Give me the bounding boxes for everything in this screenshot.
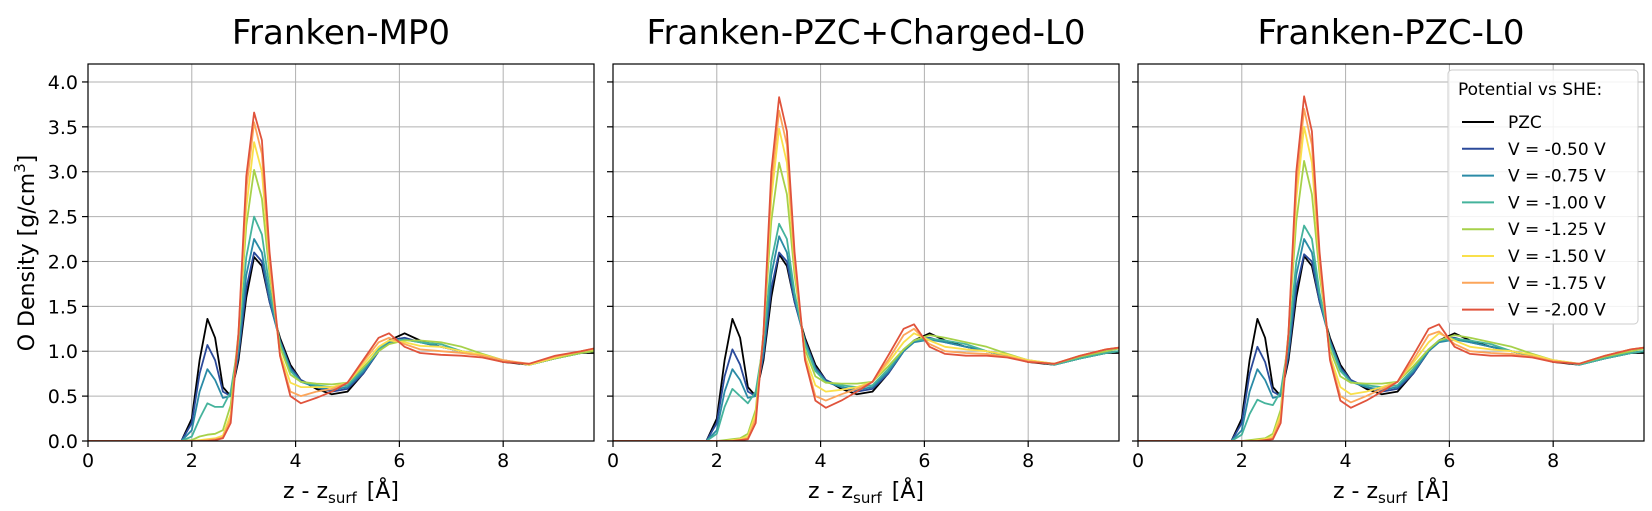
legend-box — [1447, 69, 1639, 325]
y-tick-label: 4.0 — [48, 72, 78, 94]
x-tick-label: 6 — [918, 450, 930, 472]
series-line-v3 — [613, 222, 1119, 441]
series-line-v4 — [1138, 160, 1644, 441]
series-line-v5 — [88, 141, 594, 441]
series-line-pzc — [613, 253, 1119, 441]
panel-2: 0 2 4 6 8 Franken-PZC+Charged-L0 z - zsurf [Å] — [607, 13, 1120, 507]
series-line-v6 — [613, 109, 1119, 441]
series-line-v7 — [1138, 95, 1644, 441]
y-tick-label: 0.5 — [48, 386, 78, 408]
panel-title: Franken-PZC-L0 — [1257, 13, 1524, 53]
legend-entry-label: V = -1.00 V — [1508, 193, 1606, 213]
legend-entry-label: V = -2.00 V — [1508, 301, 1606, 321]
axes-frame — [87, 63, 595, 442]
legend-entry-label: V = -1.25 V — [1508, 220, 1606, 240]
x-axis-label: z - zsurf [Å] — [808, 477, 924, 507]
y-tick-label: 1.5 — [48, 296, 78, 318]
x-tick-label: 4 — [815, 450, 827, 472]
y-tick-label: 3.0 — [48, 162, 78, 184]
series-line-v5 — [1138, 125, 1644, 441]
x-tick-label: 4 — [290, 450, 302, 472]
y-tick-label: 2.5 — [48, 207, 78, 229]
series-line-v2 — [88, 238, 594, 441]
x-axis-label: z - zsurf [Å] — [1333, 477, 1449, 507]
y-axis-label: O Density [g/cm3] — [11, 155, 40, 352]
series-line-v5 — [613, 127, 1119, 441]
x-tick-label: 0 — [1132, 450, 1144, 472]
x-tick-label: 2 — [186, 450, 198, 472]
series-line-v7 — [613, 96, 1119, 441]
series-line-v1 — [613, 251, 1119, 441]
panel-1: 0 2 4 6 8 0.0 0.5 1.0 1.5 2.0 2.5 3.0 3.5 4.0 Franken-… — [48, 13, 595, 507]
panel-title: Franken-PZC+Charged-L0 — [646, 13, 1085, 53]
legend-entry-label: V = -1.50 V — [1508, 247, 1606, 267]
legend-entry-label: PZC — [1508, 113, 1542, 133]
panel-title: Franken-MP0 — [232, 13, 450, 53]
x-tick-label: 6 — [393, 450, 405, 472]
series-line-v4 — [88, 169, 594, 441]
legend-entry-label: V = -0.50 V — [1508, 140, 1606, 160]
series-line-v4 — [613, 161, 1119, 441]
x-tick-label: 8 — [497, 450, 509, 472]
legend-entry-label: V = -0.75 V — [1508, 167, 1606, 187]
x-tick-label: 0 — [82, 450, 94, 472]
y-tick-label: 1.0 — [48, 341, 78, 363]
x-tick-label: 4 — [1340, 450, 1352, 472]
panel-3: 0 2 4 6 8 Franken-PZC-L0 z - zsurf [Å] Potential… — [1132, 13, 1645, 507]
y-tick-label: 3.5 — [48, 117, 78, 139]
legend-entry-label: V = -1.75 V — [1508, 274, 1606, 294]
legend-title: Potential vs SHE: — [1458, 80, 1602, 100]
x-tick-label: 2 — [711, 450, 723, 472]
x-tick-label: 8 — [1022, 450, 1034, 472]
legend: Potential vs SHE: PZC V = -0.50 V V = -0.75… — [1447, 69, 1639, 325]
x-tick-label: 0 — [607, 450, 619, 472]
series-line-v7 — [88, 111, 594, 441]
y-tick-label: 2.0 — [48, 251, 78, 273]
series-line-pzc — [88, 256, 594, 441]
series-line-v2 — [613, 235, 1119, 441]
axes-frame — [612, 63, 1120, 442]
x-tick-label: 8 — [1547, 450, 1559, 472]
x-axis-label: z - zsurf [Å] — [283, 477, 399, 507]
y-tick-label: 0.0 — [48, 431, 78, 453]
x-tick-label: 6 — [1443, 450, 1455, 472]
axes-frame — [1137, 63, 1645, 442]
series-line-v3 — [88, 215, 594, 441]
series-line-v1 — [88, 251, 594, 441]
x-tick-label: 2 — [1236, 450, 1248, 472]
